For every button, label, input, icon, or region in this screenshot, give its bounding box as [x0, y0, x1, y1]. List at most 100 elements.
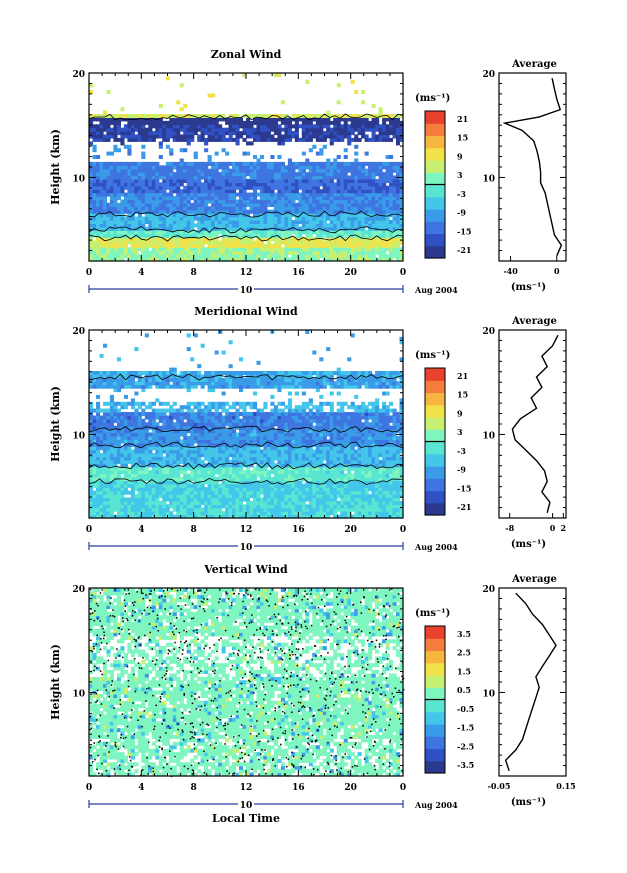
- heatmap-cell: [106, 120, 111, 125]
- heatmap-cell: [211, 250, 216, 255]
- heatmap-cell: [361, 165, 366, 170]
- heatmap-cell: [218, 477, 223, 481]
- heatmap-cell: [253, 196, 258, 201]
- heatmap-cell: [204, 192, 209, 197]
- heatmap-cell: [371, 237, 376, 242]
- heatmap-cell: [322, 216, 327, 221]
- heatmap-cell: [294, 175, 299, 180]
- heatmap-cell: [246, 117, 251, 122]
- heatmap-cell: [144, 175, 149, 180]
- heatmap-cell: [385, 192, 390, 197]
- heatmap-cell: [343, 480, 348, 485]
- heatmap-cell: [214, 185, 219, 190]
- heatmap-cell: [312, 240, 317, 245]
- heatmap-cell: [225, 196, 230, 201]
- heatmap-cell: [123, 202, 128, 207]
- heatmap-cell: [120, 250, 125, 255]
- heatmap-cell: [204, 487, 209, 492]
- heatmap-cell: [312, 134, 317, 139]
- heatmap-cell: [260, 182, 265, 187]
- heatmap-cell: [392, 240, 397, 245]
- heatmap-cell: [92, 137, 97, 142]
- heatmap-cell: [294, 473, 299, 478]
- heatmap-cell: [280, 459, 285, 464]
- heatmap-cell: [92, 209, 97, 214]
- heatmap-cell: [92, 179, 97, 183]
- heatmap-cell: [368, 250, 373, 255]
- heatmap-cell: [382, 137, 387, 142]
- heatmap-cell: [221, 114, 226, 118]
- heatmap-cell: [260, 120, 265, 125]
- heatmap-cell: [382, 175, 387, 180]
- heatmap-cell: [197, 500, 202, 505]
- heatmap-cell: [239, 257, 244, 262]
- heatmap-cell: [235, 463, 240, 468]
- heatmap-cell: [162, 470, 167, 475]
- heatmap-cell: [106, 247, 111, 252]
- heatmap-cell: [228, 223, 233, 228]
- heatmap-cell: [228, 487, 233, 492]
- heatmap-cell: [350, 189, 355, 194]
- heatmap-cell: [204, 196, 209, 201]
- heatmap-cell: [368, 233, 373, 238]
- heatmap-cell: [361, 120, 366, 125]
- heatmap-cell: [106, 185, 111, 190]
- heatmap-cell: [294, 250, 299, 255]
- heatmap-cell: [343, 240, 348, 245]
- heatmap-cell: [329, 202, 334, 207]
- heatmap-cell: [301, 223, 306, 228]
- heatmap-cell: [148, 117, 153, 122]
- heatmap-cell: [165, 490, 170, 495]
- heatmap-cell: [190, 500, 195, 505]
- heatmap-cell: [305, 182, 310, 187]
- heatmap-cell: [130, 120, 135, 125]
- heatmap-cell: [113, 175, 118, 180]
- heatmap-cell: [137, 209, 142, 214]
- heatmap-cell: [294, 470, 299, 475]
- heatmap-cell: [183, 117, 188, 122]
- heatmap-cell: [137, 459, 142, 464]
- heatmap-cell: [277, 483, 282, 488]
- heatmap-cell: [361, 117, 366, 122]
- heatmap-cell: [301, 172, 306, 177]
- heatmap-cell: [214, 120, 219, 125]
- heatmap-cell: [280, 470, 285, 475]
- heatmap-cell: [116, 220, 121, 224]
- heatmap-cell: [165, 216, 170, 221]
- heatmap-cell: [350, 213, 355, 218]
- heatmap-cell: [134, 134, 139, 139]
- heatmap-cell: [336, 134, 341, 139]
- heatmap-cell: [347, 223, 352, 228]
- heatmap-cell: [137, 216, 142, 221]
- heatmap-cell: [375, 202, 380, 207]
- heatmap-cell: [228, 134, 233, 139]
- heatmap-cell: [343, 131, 348, 136]
- heatmap-cell: [270, 456, 275, 461]
- heatmap-cell: [301, 179, 306, 183]
- heatmap-cell: [249, 240, 254, 245]
- heatmap-cell: [246, 459, 251, 464]
- heatmap-cell: [266, 209, 271, 214]
- heatmap-cell: [329, 257, 334, 262]
- heatmap-cell: [389, 120, 394, 125]
- heatmap-cell: [113, 254, 118, 259]
- heatmap-cell: [137, 500, 142, 505]
- heatmap-cell: [190, 172, 195, 177]
- heatmap-cell: [336, 250, 341, 255]
- heatmap-cell: [392, 206, 397, 211]
- heatmap-cell: [333, 175, 338, 180]
- heatmap-cell: [253, 131, 258, 136]
- heatmap-cell: [92, 473, 97, 478]
- heatmap-cell: [326, 175, 331, 180]
- heatmap-cell: [211, 165, 216, 170]
- heatmap-cell: [322, 185, 327, 190]
- heatmap-cell: [89, 487, 94, 492]
- heatmap-cell: [232, 473, 237, 478]
- heatmap-cell: [291, 175, 296, 180]
- heatmap-cell: [232, 161, 237, 166]
- heatmap-cell: [253, 466, 258, 471]
- heatmap-cell: [287, 206, 292, 211]
- heatmap-cell: [368, 507, 373, 512]
- heatmap-cell: [333, 507, 338, 512]
- heatmap-cell: [385, 233, 390, 238]
